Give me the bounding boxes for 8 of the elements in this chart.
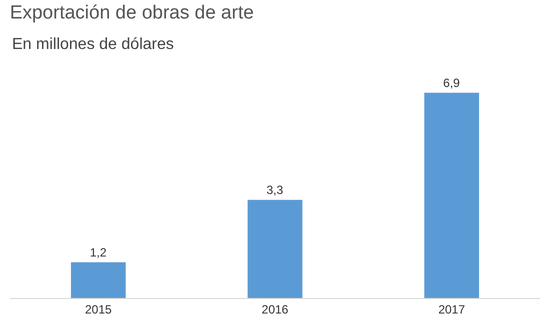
chart-subtitle: En millones de dólares [12, 36, 174, 53]
x-tick-label: 2016 [262, 302, 289, 316]
chart-title: Exportación de obras de arte [10, 2, 254, 24]
x-tick-label: 2015 [84, 302, 112, 316]
x-tick-label: 2017 [438, 302, 466, 316]
data-label: 6,9 [443, 76, 460, 90]
data-label: 1,2 [90, 245, 107, 260]
data-label: 3,3 [266, 182, 284, 197]
